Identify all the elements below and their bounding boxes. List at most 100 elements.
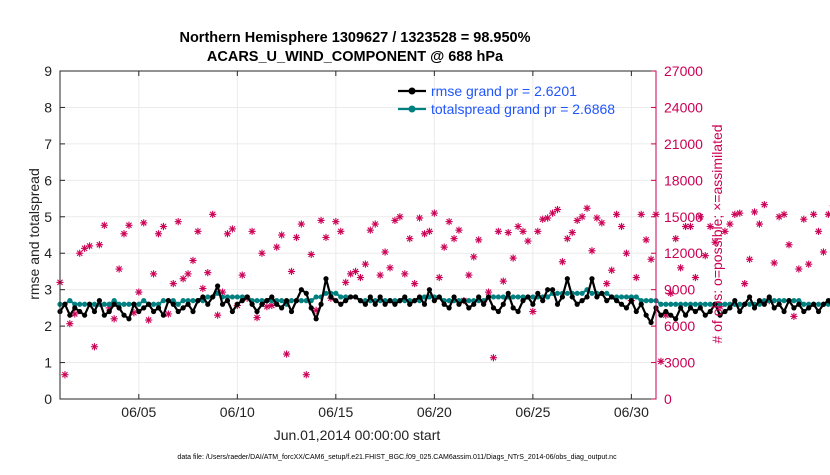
obs-count-point: [273, 244, 280, 251]
rmse-point: [644, 313, 649, 318]
obs-count-point: [391, 217, 398, 224]
rmse-point: [772, 305, 777, 310]
obs-count-point: [214, 312, 221, 319]
totalspread-point: [619, 294, 624, 299]
obs-count-point: [253, 314, 260, 321]
obs-count-point: [386, 264, 393, 271]
obs-count-point: [785, 241, 792, 248]
rmse-point: [506, 291, 511, 296]
rmse-point: [555, 302, 560, 307]
obs-count-point: [160, 223, 167, 230]
obs-count-point: [623, 250, 630, 257]
rmse-point: [777, 302, 782, 307]
obs-count-point: [741, 280, 748, 287]
y-tick-label-right: 18000: [664, 172, 703, 188]
totalspread-point: [491, 294, 496, 299]
rmse-point: [515, 309, 520, 314]
totalspread-point: [136, 302, 141, 307]
totalspread-point: [77, 302, 82, 307]
obs-count-point: [411, 280, 418, 287]
rmse-point: [501, 302, 506, 307]
totalspread-point: [121, 302, 126, 307]
legend-label: totalspread grand pr = 2.6868: [431, 101, 615, 117]
rmse-point: [146, 302, 151, 307]
obs-count-point: [229, 225, 236, 232]
rmse-point: [629, 298, 634, 303]
y-tick-label-right: 24000: [664, 99, 703, 115]
rmse-point: [230, 309, 235, 314]
rmse-point: [412, 298, 417, 303]
rmse-point: [639, 302, 644, 307]
rmse-point: [540, 298, 545, 303]
legend: rmse grand pr = 2.6201 totalspread grand …: [398, 83, 615, 117]
chart-title: Northern Hemisphere 1309627 / 1323528 = …: [179, 30, 530, 46]
rmse-point: [821, 302, 826, 307]
y-tick-label-right: 0: [664, 391, 672, 407]
totalspread-point: [589, 291, 594, 296]
rmse-point: [693, 309, 698, 314]
totalspread-point: [338, 294, 343, 299]
rmse-point: [176, 309, 181, 314]
obs-count-point: [362, 261, 369, 268]
legend-label: rmse grand pr = 2.6201: [431, 83, 577, 99]
obs-count-point: [396, 213, 403, 220]
rmse-point: [112, 302, 117, 307]
rmse-point: [604, 298, 609, 303]
rmse-point: [328, 294, 333, 299]
totalspread-point: [648, 298, 653, 303]
rmse-point: [309, 305, 314, 310]
obs-count-point: [519, 228, 526, 235]
rmse-point: [102, 313, 107, 318]
rmse-point: [92, 309, 97, 314]
obs-count-point: [736, 210, 743, 217]
totalspread-point: [314, 294, 319, 299]
y-tick-label-left: 3: [44, 282, 52, 298]
obs-count-point: [583, 205, 590, 212]
totalspread-point: [624, 294, 629, 299]
rmse-point: [668, 313, 673, 318]
obs-count-point: [401, 270, 408, 277]
obs-count-point: [780, 211, 787, 218]
obs-count-point: [726, 220, 733, 227]
obs-count-point: [692, 274, 699, 281]
rmse-point: [752, 305, 757, 310]
obs-count-point: [381, 248, 388, 255]
obs-count-point: [175, 218, 182, 225]
totalspread-point: [230, 294, 235, 299]
obs-count-point: [239, 271, 246, 278]
y-tick-label-left: 7: [44, 136, 52, 152]
rmse-point: [205, 302, 210, 307]
y-tick-label-right: 9000: [664, 282, 695, 298]
totalspread-point: [673, 302, 678, 307]
obs-count-point: [66, 320, 73, 327]
rmse-point: [397, 298, 402, 303]
rmse-point: [811, 302, 816, 307]
x-tick-label: 06/05: [121, 404, 156, 420]
rmse-point: [737, 309, 742, 314]
obs-count-point: [367, 227, 374, 234]
rmse-point: [683, 313, 688, 318]
rmse-point: [131, 302, 136, 307]
obs-count-point: [495, 228, 502, 235]
totalspread-point: [205, 294, 210, 299]
rmse-point: [560, 294, 565, 299]
obs-count-point: [406, 235, 413, 242]
obs-count-point: [248, 228, 255, 235]
totalspread-point: [565, 291, 570, 296]
data-file-footer: data file: /Users/raeder/DAI/ATM_forcXX/…: [177, 454, 617, 461]
rmse-point: [259, 302, 264, 307]
rmse-point: [264, 298, 269, 303]
legend-entry: totalspread grand pr = 2.6868: [398, 101, 615, 117]
rmse-point: [688, 305, 693, 310]
obs-count-point: [140, 219, 147, 226]
obs-count-point: [288, 268, 295, 275]
rmse-point: [594, 294, 599, 299]
rmse-point: [181, 305, 186, 310]
obs-count-point: [96, 241, 103, 248]
rmse-point: [456, 302, 461, 307]
obs-count-point: [135, 288, 142, 295]
x-tick-label: 06/10: [220, 404, 255, 420]
rmse-point: [599, 291, 604, 296]
rmse-point: [373, 302, 378, 307]
